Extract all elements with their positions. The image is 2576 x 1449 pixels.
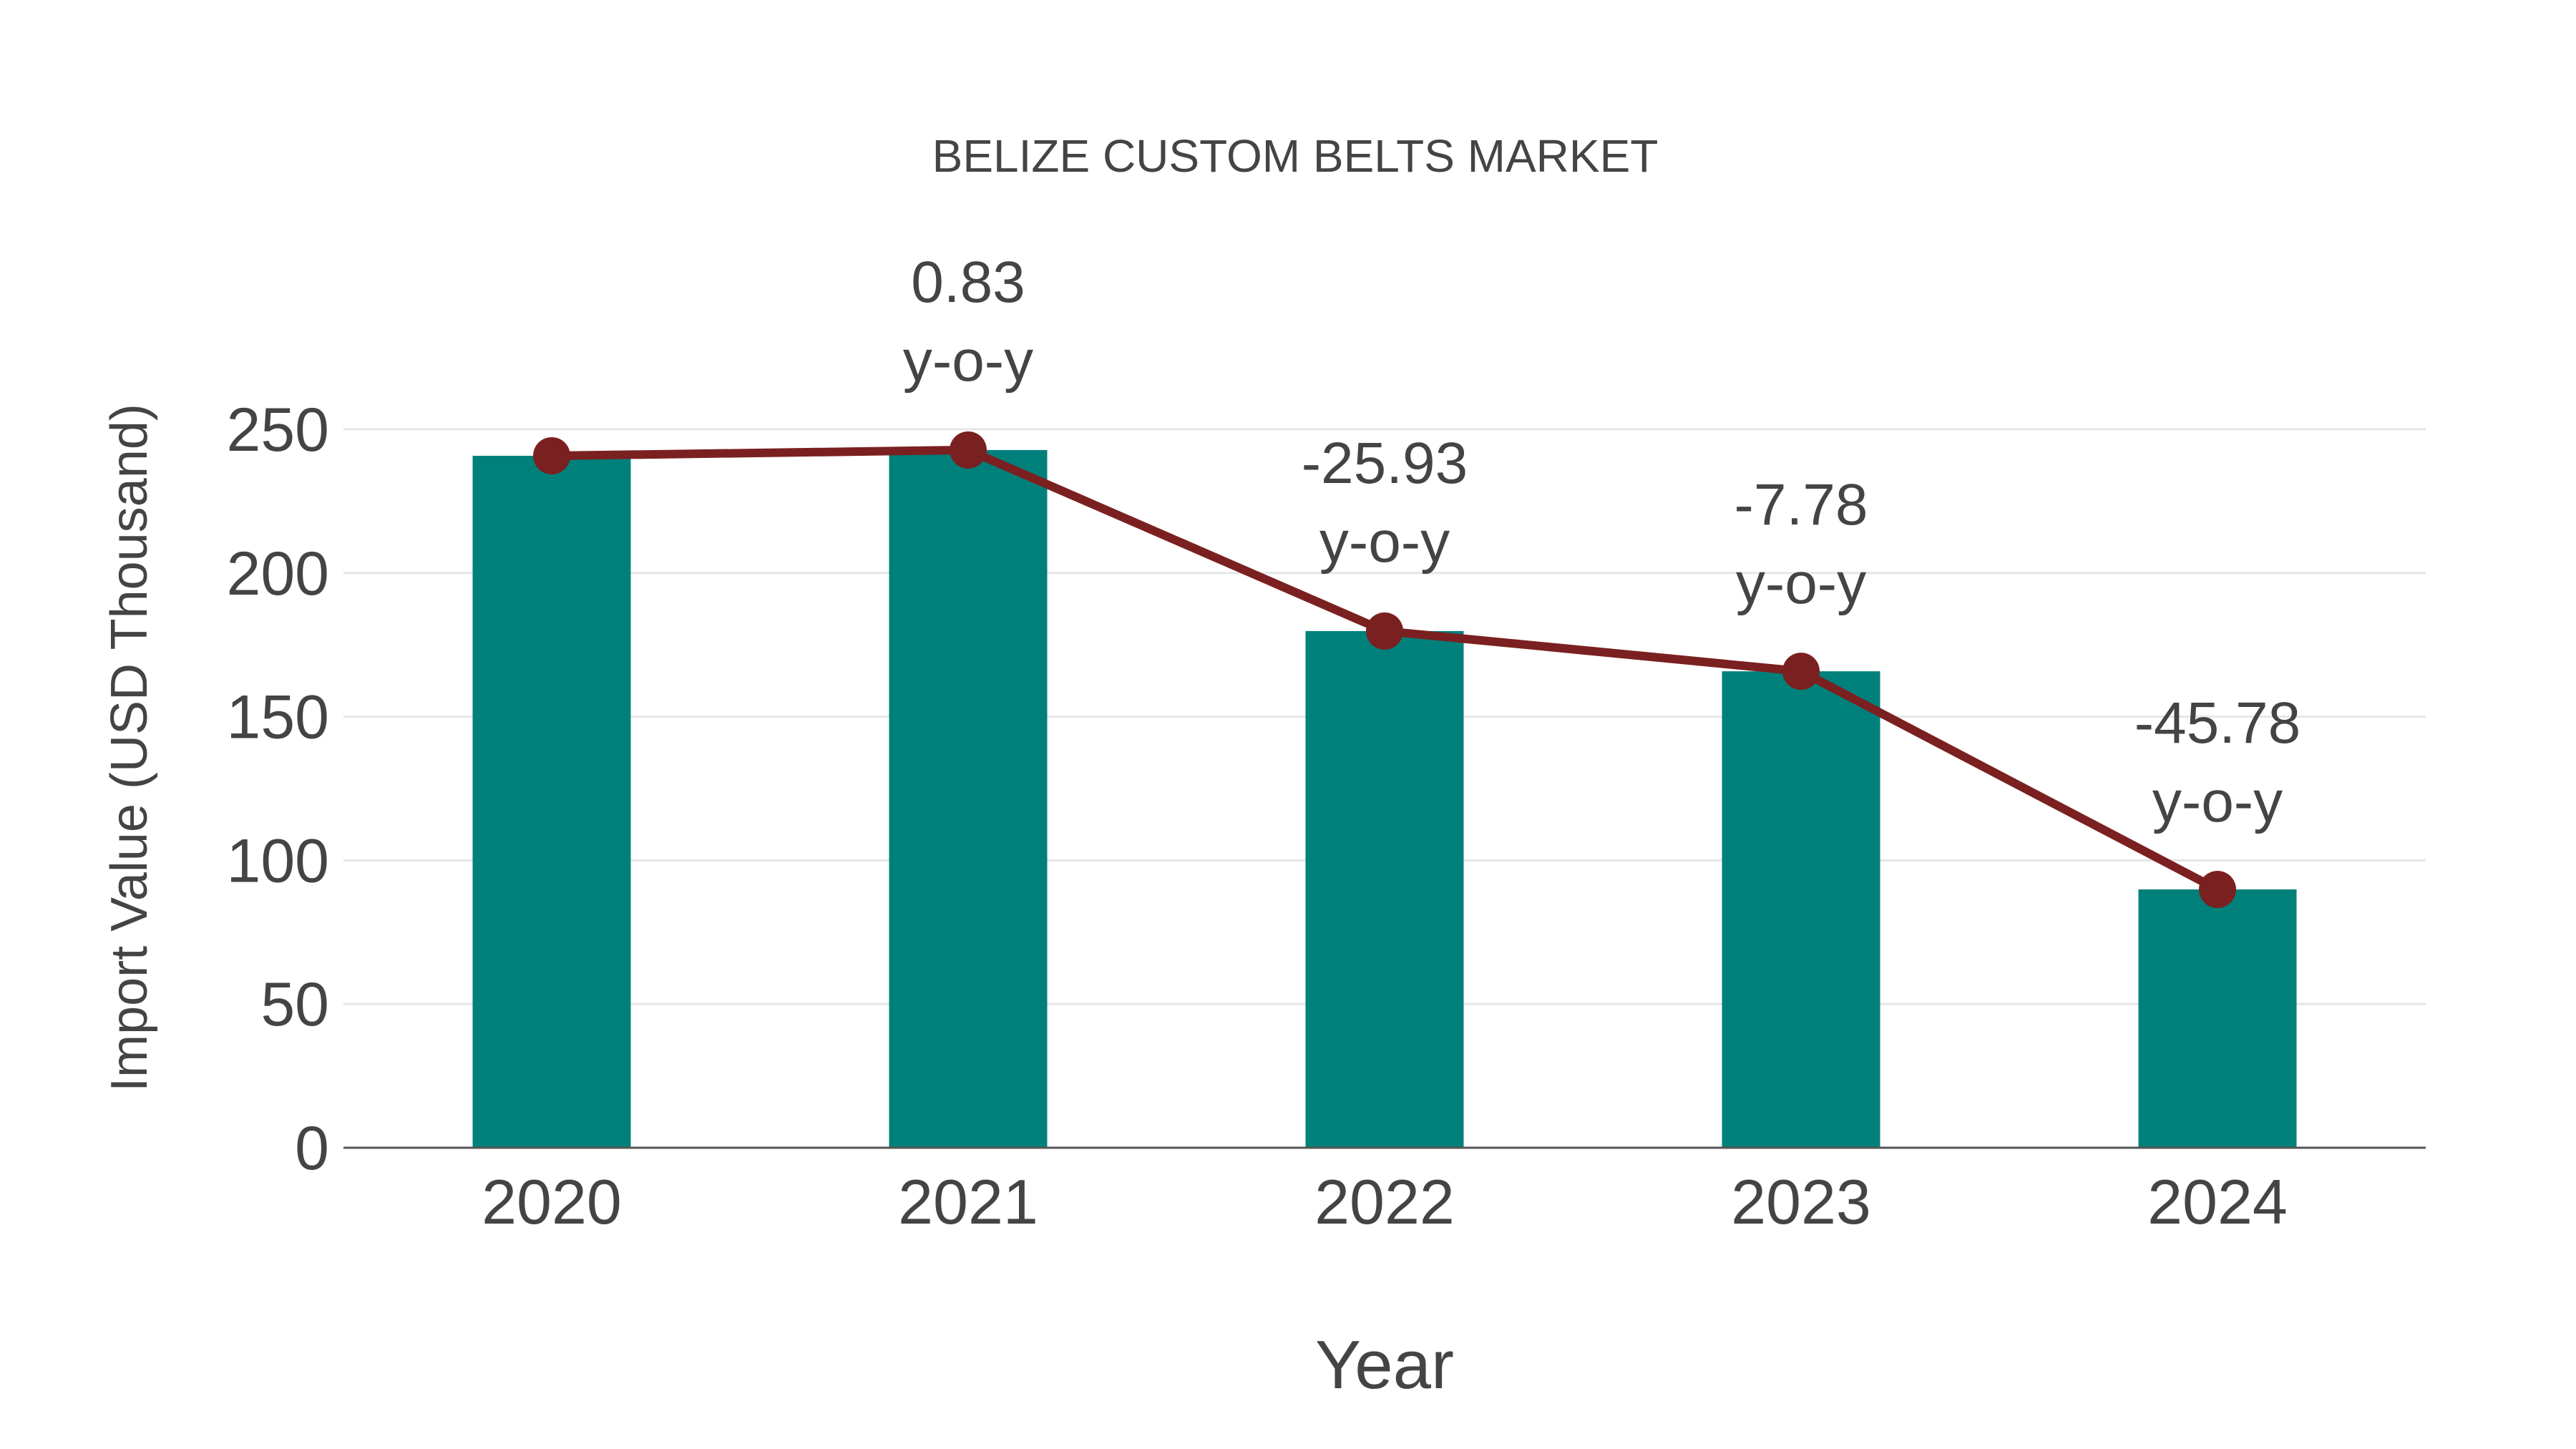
y-tick-label: 100 xyxy=(227,826,330,895)
yoy-value-label: 0.83 xyxy=(911,250,1025,315)
trend-marker xyxy=(1782,653,1820,691)
trend-marker xyxy=(1366,612,1403,650)
trend-line-series xyxy=(533,431,2236,908)
trend-marker xyxy=(2199,870,2236,908)
bar-2022 xyxy=(1305,630,1464,1148)
y-tick-label: 200 xyxy=(227,540,330,608)
trend-marker xyxy=(950,431,987,469)
y-tick-label: 250 xyxy=(227,396,330,464)
bar-2021 xyxy=(889,449,1048,1148)
yoy-suffix-label: y-o-y xyxy=(1319,509,1450,575)
yoy-suffix-label: y-o-y xyxy=(2152,769,2283,834)
x-axis-title: Year xyxy=(1315,1327,1454,1403)
yoy-suffix-label: y-o-y xyxy=(1736,551,1866,616)
y-tick-label: 0 xyxy=(295,1114,329,1183)
y-axis-ticks: 0 50 100 150 200 250 xyxy=(227,396,330,1183)
x-tick-label: 2024 xyxy=(2147,1166,2288,1237)
trend-marker xyxy=(533,436,570,474)
yoy-annotations: 0.83 y-o-y -25.93 y-o-y -7.78 y-o-y -45.78 y-o-… xyxy=(903,250,2301,834)
x-tick-label: 2020 xyxy=(482,1166,622,1237)
y-tick-label: 50 xyxy=(260,970,329,1039)
yoy-suffix-label: y-o-y xyxy=(903,328,1033,394)
y-tick-label: 150 xyxy=(227,683,330,752)
x-axis-ticks: 2020 2021 2022 2023 2024 xyxy=(482,1166,2288,1237)
y-axis-title: Import Value (USD Thousand) xyxy=(101,404,158,1092)
bar-2024 xyxy=(2138,889,2297,1148)
yoy-value-label: -7.78 xyxy=(1735,472,1868,537)
bar-series xyxy=(472,449,2297,1148)
yoy-value-label: -25.93 xyxy=(1302,431,1468,496)
bar-2023 xyxy=(1722,671,1880,1148)
x-tick-label: 2022 xyxy=(1314,1166,1455,1237)
chart-title: BELIZE CUSTOM BELTS MARKET xyxy=(932,130,1659,182)
x-tick-label: 2021 xyxy=(898,1166,1038,1237)
bar-2020 xyxy=(472,455,631,1148)
yoy-value-label: -45.78 xyxy=(2135,691,2301,756)
x-tick-label: 2023 xyxy=(1731,1166,1871,1237)
